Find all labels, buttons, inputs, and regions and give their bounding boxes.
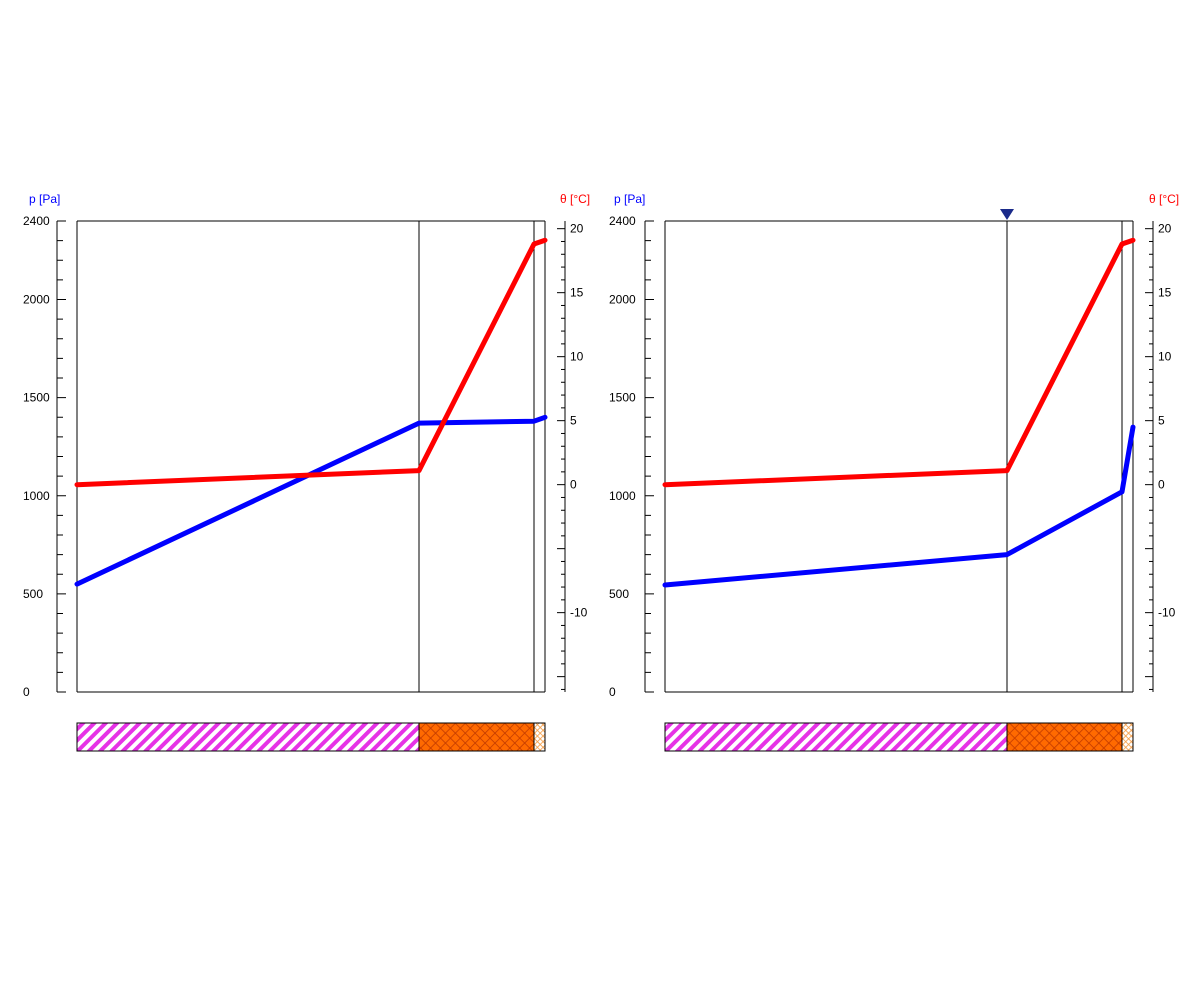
- pressure-line: [74, 414, 548, 587]
- pressure-tick-label: 0: [23, 685, 30, 699]
- chart-panel-right: p [Pa] θ [°C] 0 500 1000 1500 2000 2400 -10 0 5 1…: [609, 192, 1179, 752]
- temperature-tick-label: -10: [1158, 606, 1176, 620]
- pressure-tick-label: 500: [23, 587, 43, 601]
- layer-swatch: [1006, 722, 1123, 752]
- pressure-line: [662, 424, 1136, 588]
- temperature-tick-label: 0: [1158, 478, 1165, 492]
- pressure-tick-label: 1000: [23, 489, 50, 503]
- pressure-tick-label: 2000: [609, 293, 636, 307]
- temperature-tick-label: 15: [570, 286, 584, 300]
- pressure-tick-label: 500: [609, 587, 629, 601]
- pressure-tick-label: 1500: [609, 391, 636, 405]
- position-marker-icon: [1000, 209, 1014, 220]
- temperature-axis-title: θ [°C]: [560, 192, 590, 206]
- layer-swatch: [533, 722, 546, 752]
- layer-swatch: [76, 722, 420, 752]
- pressure-axis-title: p [Pa]: [29, 192, 60, 206]
- temperature-tick-label: 0: [570, 478, 577, 492]
- temperature-axis-title: θ [°C]: [1149, 192, 1179, 206]
- temperature-tick-label: 10: [1158, 350, 1172, 364]
- layer-swatch: [1121, 722, 1134, 752]
- temperature-tick-label: 10: [570, 350, 584, 364]
- temperature-line: [74, 237, 548, 488]
- layer-swatch: [664, 722, 1008, 752]
- pressure-tick-label: 2400: [23, 214, 50, 228]
- temperature-line: [662, 237, 1136, 488]
- pressure-tick-label: 1500: [23, 391, 50, 405]
- layer-swatch: [418, 722, 535, 752]
- temperature-tick-label: 20: [1158, 222, 1172, 236]
- temperature-tick-label: 5: [570, 414, 577, 428]
- pressure-tick-label: 1000: [609, 489, 636, 503]
- temperature-tick-label: 20: [570, 222, 584, 236]
- pressure-axis-title: p [Pa]: [614, 192, 645, 206]
- pressure-tick-label: 2000: [23, 293, 50, 307]
- temperature-tick-label: -10: [570, 606, 588, 620]
- pressure-tick-label: 0: [609, 685, 616, 699]
- pressure-tick-label: 2400: [609, 214, 636, 228]
- chart-panel-left: p [Pa] θ [°C] 0 500 1000 1500 2000 2400 -10 0 5 1…: [23, 192, 590, 752]
- temperature-tick-label: 5: [1158, 414, 1165, 428]
- temperature-tick-label: 15: [1158, 286, 1172, 300]
